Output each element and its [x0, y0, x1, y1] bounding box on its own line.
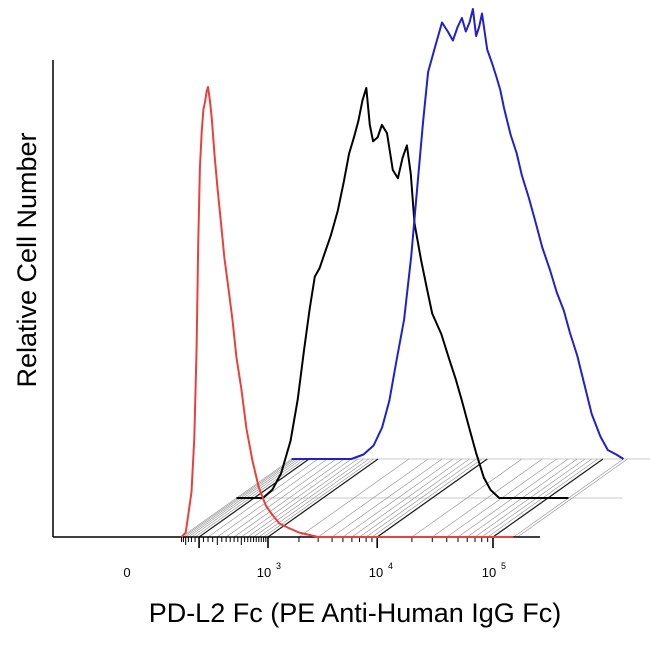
- x-tick-label: 10 5: [482, 561, 506, 580]
- x-axis-label: PD-L2 Fc (PE Anti-Human IgG Fc): [148, 598, 562, 628]
- grid-depth-line: [359, 458, 470, 538]
- svg-text:10: 10: [257, 565, 271, 580]
- svg-text:10: 10: [482, 565, 496, 580]
- series-lines: [180, 8, 625, 538]
- grid-depth-line: [376, 458, 488, 538]
- x-tick-label: 10 3: [257, 561, 281, 580]
- grid-depth-line: [247, 458, 358, 538]
- series-line: [291, 8, 625, 460]
- x-ticks: [181, 537, 494, 548]
- svg-text:10: 10: [369, 565, 383, 580]
- series-line: [180, 86, 514, 538]
- series-line: [236, 87, 569, 499]
- x-tick-labels: 0 10 3 10 4 10 5: [123, 561, 506, 580]
- svg-text:3: 3: [276, 561, 281, 571]
- grid-depth-line: [253, 458, 364, 538]
- grid-depth-line: [317, 458, 429, 538]
- grid-depth-line: [233, 458, 345, 538]
- grid-depth-line: [217, 458, 328, 538]
- grid-depth-line: [411, 458, 523, 538]
- grid-depth-line: [267, 458, 379, 538]
- y-axis-label: Relative Cell Number: [12, 132, 42, 388]
- svg-text:4: 4: [388, 561, 393, 571]
- x-tick-label: 0: [123, 565, 130, 580]
- x-tick-label: 10 4: [369, 561, 393, 580]
- grid-depth-line: [342, 458, 454, 538]
- grid-depth-line: [365, 458, 477, 538]
- grid-depth-line: [331, 458, 443, 538]
- offset-grid: [181, 458, 650, 538]
- grid-depth-line: [241, 458, 352, 538]
- grid-depth-line: [517, 458, 628, 538]
- svg-text:0: 0: [123, 565, 130, 580]
- grid-depth-line: [432, 458, 543, 538]
- grid-depth-line: [258, 458, 370, 538]
- grid-depth-line: [225, 458, 337, 538]
- grid-depth-line: [298, 458, 410, 538]
- svg-text:5: 5: [501, 561, 506, 571]
- grid-depth-line: [351, 458, 463, 538]
- grid-depth-line: [371, 458, 483, 538]
